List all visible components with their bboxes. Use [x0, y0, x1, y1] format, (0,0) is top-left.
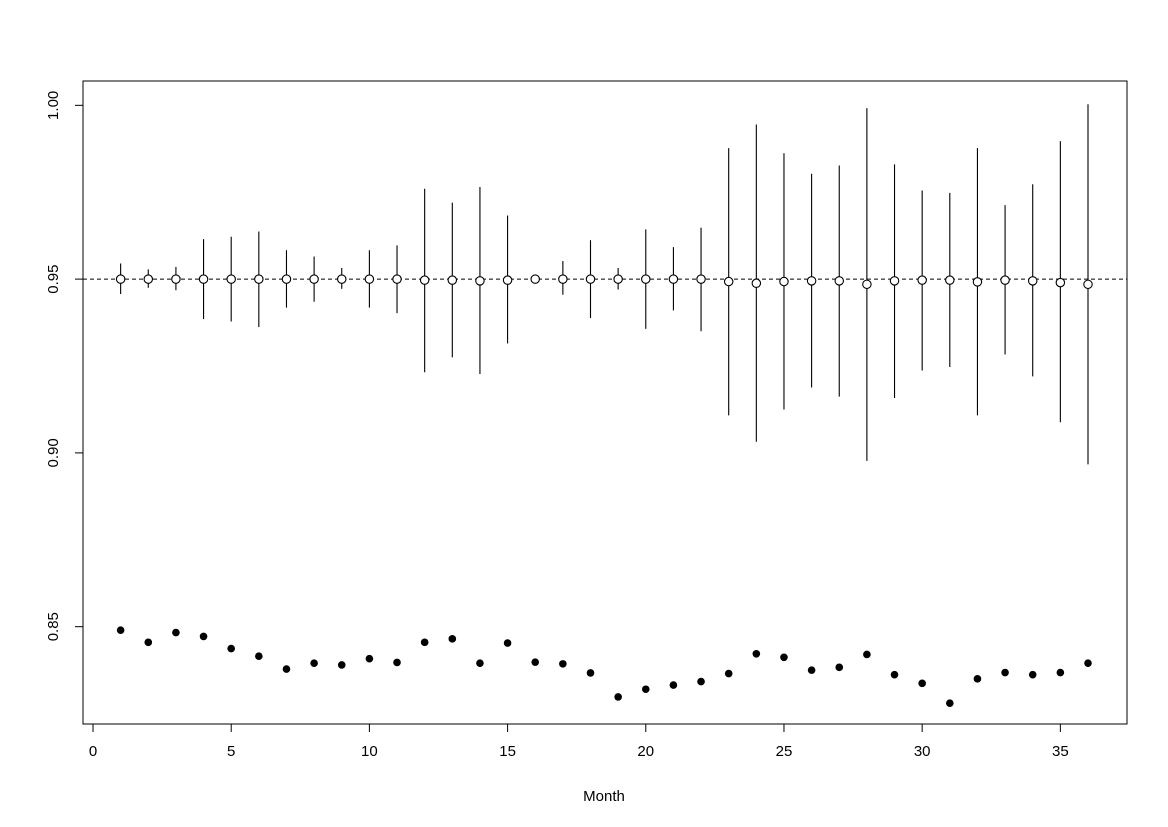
filled-point: [199, 632, 208, 641]
open-point: [1055, 277, 1066, 288]
x-tick-label: 25: [776, 743, 793, 760]
x-tick-label: 35: [1052, 743, 1069, 760]
open-point: [392, 274, 402, 284]
open-point: [530, 274, 540, 284]
filled-point: [973, 675, 982, 683]
open-point: [751, 278, 762, 289]
filled-point: [946, 699, 954, 707]
y-tick-label: 1.00: [45, 91, 62, 120]
open-point: [696, 274, 706, 284]
open-point: [475, 276, 485, 286]
filled-point: [476, 659, 484, 667]
filled-point: [641, 685, 650, 694]
x-tick-label: 0: [89, 743, 97, 760]
filled-point: [1056, 668, 1065, 677]
filled-point: [614, 693, 622, 701]
filled-point: [116, 626, 125, 634]
filled-point: [863, 650, 871, 659]
open-point: [917, 275, 927, 285]
open-point: [723, 276, 734, 287]
open-point: [558, 274, 568, 284]
filled-point: [1001, 668, 1009, 677]
open-point: [613, 274, 623, 284]
filled-point: [337, 661, 346, 669]
open-point: [198, 274, 209, 284]
filled-point: [365, 654, 374, 663]
open-point: [254, 274, 264, 284]
open-point: [336, 274, 347, 284]
open-point: [364, 274, 375, 284]
open-point: [585, 274, 596, 284]
filled-point: [144, 638, 153, 647]
x-tick-label: 10: [361, 743, 378, 760]
open-point: [115, 274, 126, 284]
open-point: [806, 276, 817, 286]
filled-point: [310, 659, 318, 667]
open-point: [834, 276, 844, 286]
x-tick-label: 20: [637, 743, 654, 760]
y-tick-label: 0.95: [45, 265, 62, 294]
filled-point: [559, 660, 567, 668]
filled-point: [780, 653, 788, 662]
open-point: [281, 274, 292, 284]
filled-point: [890, 670, 899, 679]
open-point: [862, 279, 872, 290]
open-point: [1083, 279, 1093, 290]
series-layer: [115, 104, 1093, 707]
x-axis-title: Month: [583, 788, 625, 805]
open-point: [143, 274, 154, 284]
filled-point: [586, 669, 595, 677]
open-point: [502, 275, 513, 285]
open-point: [668, 274, 679, 284]
open-point: [309, 274, 319, 284]
open-point: [889, 276, 900, 286]
filled-point: [835, 663, 844, 672]
y-tick-label: 0.85: [45, 612, 62, 641]
filled-point: [807, 666, 816, 674]
axes-layer: 0 5 10 15 20 25 30 35 0.85 0.90 0.95 1.00: [45, 91, 1069, 760]
filled-point: [531, 658, 540, 666]
open-point: [945, 275, 955, 285]
filled-point: [1028, 670, 1037, 679]
filled-point: [227, 644, 235, 653]
open-point: [447, 275, 458, 285]
filled-point: [1084, 659, 1092, 667]
open-point: [1027, 276, 1038, 286]
filled-point: [918, 679, 926, 688]
filled-point: [752, 649, 761, 658]
filled-point: [503, 639, 512, 647]
filled-point: [282, 665, 291, 673]
open-point: [972, 277, 983, 287]
filled-point: [255, 652, 263, 661]
x-tick-label: 5: [227, 743, 235, 760]
y-tick-label: 0.90: [45, 438, 62, 467]
open-point: [171, 274, 181, 284]
filled-point: [669, 681, 678, 689]
filled-point: [172, 628, 180, 637]
open-point: [641, 274, 651, 284]
filled-point: [448, 635, 457, 643]
open-point: [779, 276, 789, 287]
x-tick-label: 30: [914, 743, 931, 760]
open-point: [419, 275, 430, 285]
open-point: [1000, 275, 1010, 285]
filled-point: [393, 658, 401, 667]
plot-frame: [82, 80, 1128, 725]
open-point: [226, 274, 236, 284]
filled-point: [420, 638, 429, 647]
filled-point: [724, 669, 733, 678]
x-tick-label: 15: [499, 743, 516, 760]
filled-point: [697, 677, 705, 686]
